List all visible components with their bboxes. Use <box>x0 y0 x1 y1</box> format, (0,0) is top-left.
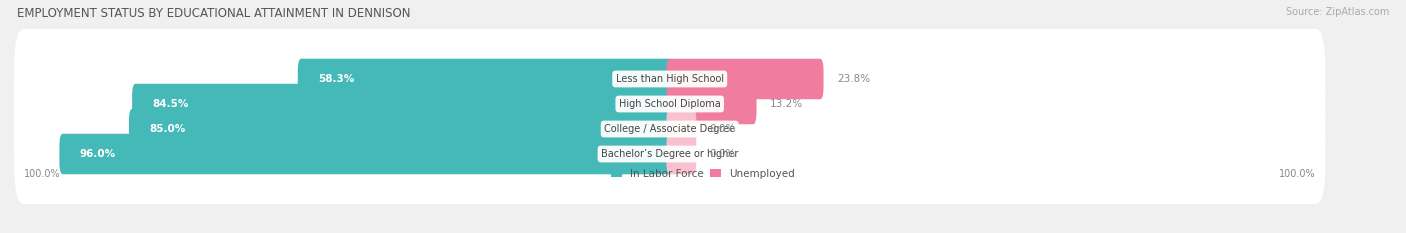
Text: EMPLOYMENT STATUS BY EDUCATIONAL ATTAINMENT IN DENNISON: EMPLOYMENT STATUS BY EDUCATIONAL ATTAINM… <box>17 7 411 20</box>
FancyBboxPatch shape <box>666 84 756 124</box>
FancyBboxPatch shape <box>14 79 1326 179</box>
Text: 84.5%: 84.5% <box>152 99 188 109</box>
Text: 100.0%: 100.0% <box>24 168 60 178</box>
FancyBboxPatch shape <box>666 59 824 99</box>
FancyBboxPatch shape <box>14 54 1326 154</box>
FancyBboxPatch shape <box>14 104 1326 204</box>
Text: Less than High School: Less than High School <box>616 74 724 84</box>
Text: 0.0%: 0.0% <box>710 149 735 159</box>
FancyBboxPatch shape <box>129 109 673 149</box>
FancyBboxPatch shape <box>14 29 1326 129</box>
Text: College / Associate Degree: College / Associate Degree <box>605 124 735 134</box>
FancyBboxPatch shape <box>59 134 673 174</box>
Text: 13.2%: 13.2% <box>770 99 803 109</box>
Legend: In Labor Force, Unemployed: In Labor Force, Unemployed <box>607 164 799 183</box>
Text: High School Diploma: High School Diploma <box>619 99 721 109</box>
FancyBboxPatch shape <box>132 84 673 124</box>
Text: 58.3%: 58.3% <box>318 74 354 84</box>
Text: 0.0%: 0.0% <box>710 124 735 134</box>
FancyBboxPatch shape <box>298 59 673 99</box>
Text: Bachelor’s Degree or higher: Bachelor’s Degree or higher <box>600 149 738 159</box>
Text: 96.0%: 96.0% <box>79 149 115 159</box>
Text: Source: ZipAtlas.com: Source: ZipAtlas.com <box>1285 7 1389 17</box>
FancyBboxPatch shape <box>666 109 696 149</box>
Text: 23.8%: 23.8% <box>837 74 870 84</box>
Text: 85.0%: 85.0% <box>149 124 186 134</box>
Text: 100.0%: 100.0% <box>1278 168 1315 178</box>
FancyBboxPatch shape <box>666 134 696 174</box>
